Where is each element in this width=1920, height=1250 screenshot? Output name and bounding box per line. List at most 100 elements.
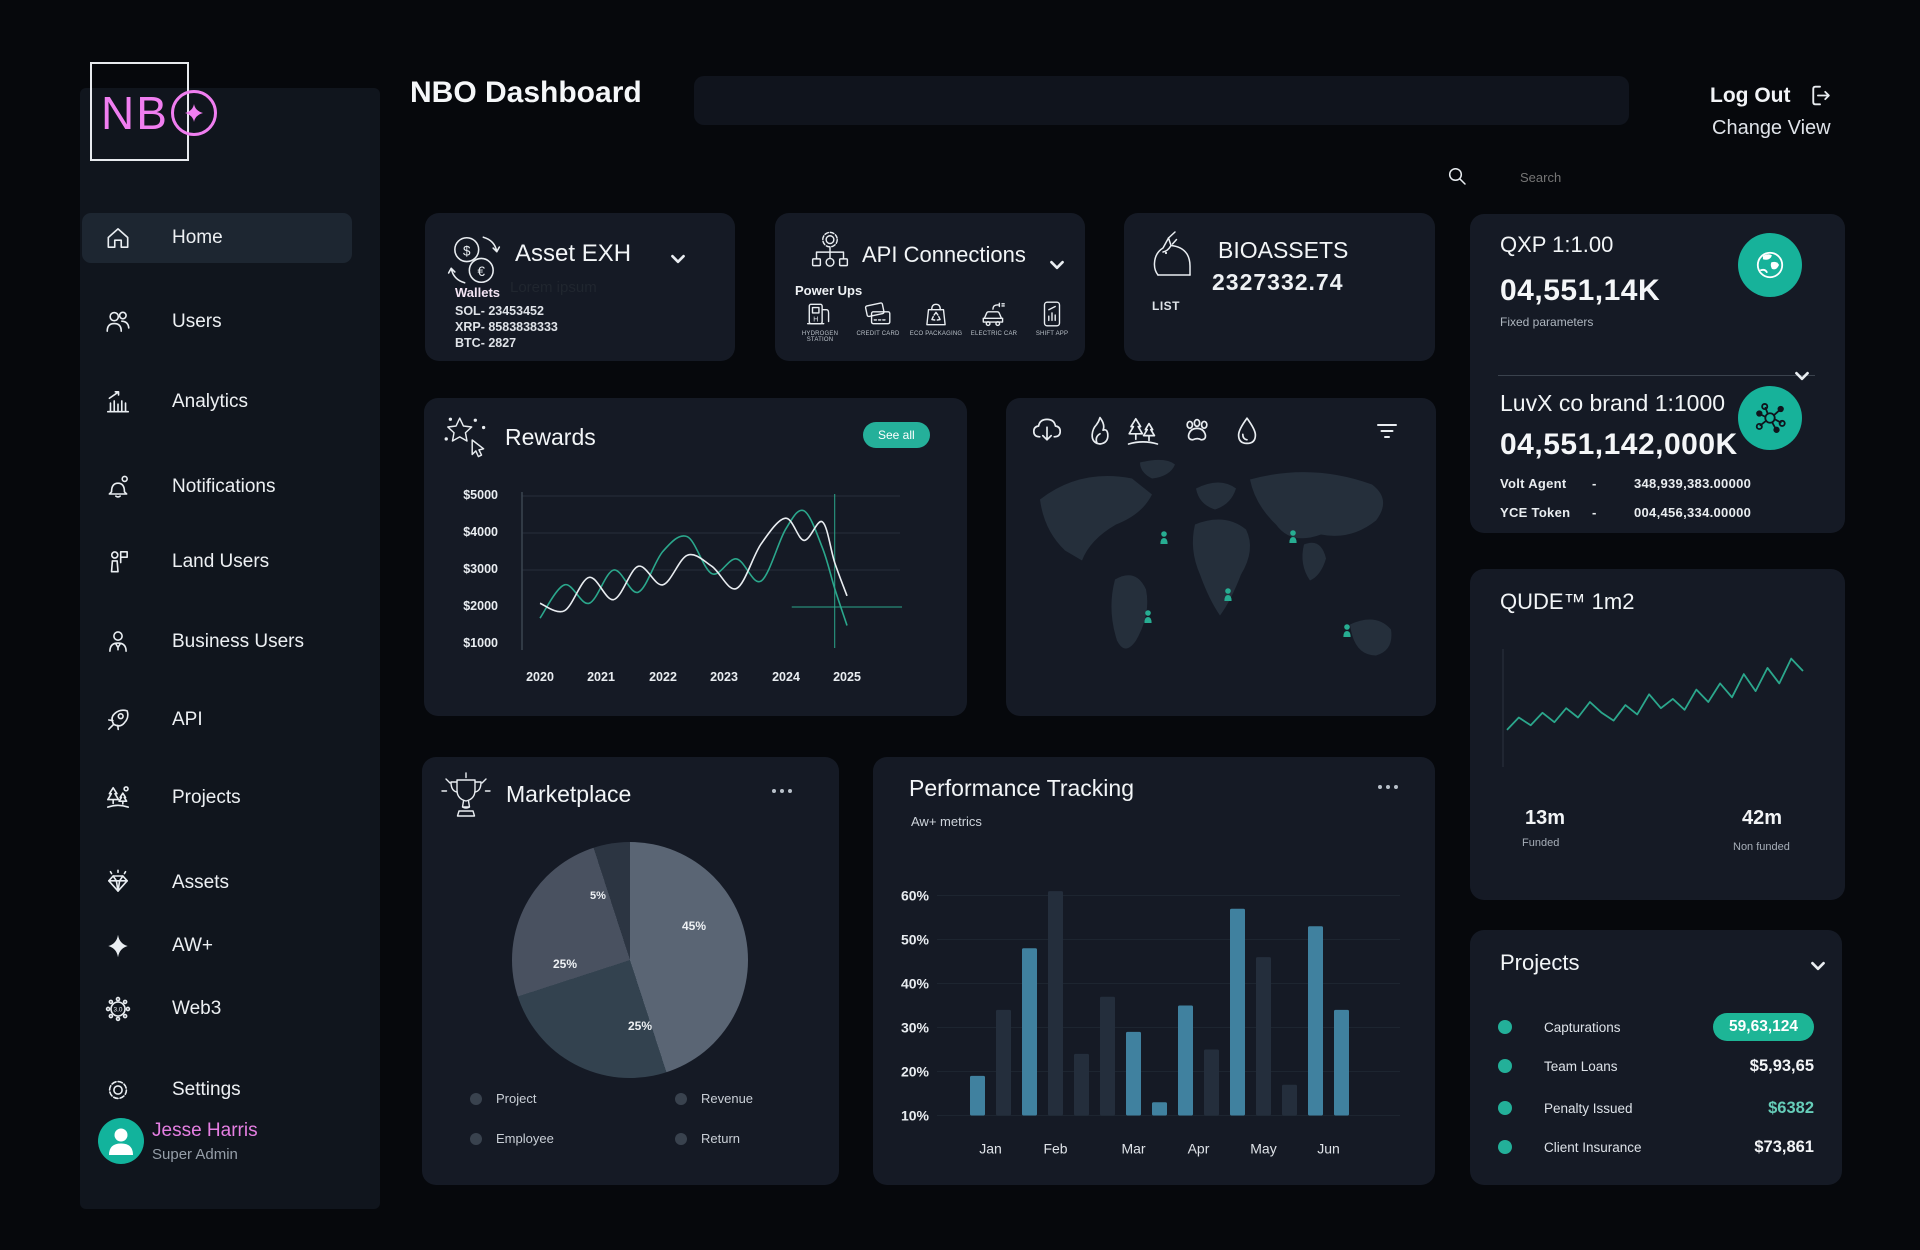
- sidebar-item-settings[interactable]: Settings: [82, 1065, 352, 1115]
- sidebar-item-business-users[interactable]: Business Users: [82, 617, 352, 667]
- paw-icon[interactable]: [1179, 414, 1215, 450]
- sidebar-item-label: Notifications: [172, 476, 276, 497]
- map-marker[interactable]: [1289, 530, 1297, 543]
- legend-label: Revenue: [701, 1091, 754, 1106]
- performance-subtitle: Aw+ metrics: [911, 814, 982, 829]
- pie-label: 5%: [590, 890, 606, 902]
- wallets-label: Wallets: [455, 285, 501, 300]
- legend-item: Revenue: [675, 1091, 753, 1106]
- see-all-button[interactable]: See all: [863, 422, 930, 448]
- sidebar-item-label: Users: [172, 311, 222, 332]
- cloud-download-icon[interactable]: [1029, 414, 1065, 450]
- business-user-icon: [109, 631, 127, 652]
- nonfunded-value: 42m: [1742, 807, 1783, 829]
- power-up-eco-packaging[interactable]: ECO PACKAGING: [908, 299, 964, 337]
- globe-icon: [1738, 233, 1802, 297]
- card-title: Rewards: [505, 424, 596, 450]
- forest-icon[interactable]: [1125, 414, 1161, 450]
- sidebar-item-aw-plus[interactable]: AW+: [82, 921, 352, 971]
- logout-button[interactable]: Log Out: [1710, 82, 1833, 109]
- y-tick: $1000: [463, 636, 498, 650]
- electric-car-icon: [982, 302, 1005, 327]
- asset-exh-card: $ € Asset EXH Lorem ipsum Wallets SOL- 2…: [425, 213, 735, 361]
- search-bar[interactable]: [694, 76, 1920, 203]
- map-marker[interactable]: [1160, 531, 1168, 544]
- logout-label: Log Out: [1710, 83, 1791, 107]
- map-marker[interactable]: [1144, 610, 1152, 623]
- map-marker[interactable]: [1343, 624, 1351, 637]
- search-icon: [1448, 167, 1466, 185]
- sidebar-item-analytics[interactable]: Analytics: [82, 377, 352, 427]
- sidebar-item-notifications[interactable]: Notifications: [82, 462, 352, 512]
- search-input[interactable]: [1518, 152, 1920, 203]
- menu-dots-button[interactable]: [772, 789, 792, 793]
- users-icon: [106, 311, 130, 332]
- qxp-subtitle: Fixed parameters: [1500, 315, 1594, 329]
- sidebar-item-web3[interactable]: 3.0 Web3: [82, 984, 352, 1034]
- chevron-down-icon[interactable]: [1792, 366, 1812, 386]
- card-title: Marketplace: [506, 781, 632, 807]
- diamond-icon: [108, 869, 128, 892]
- power-up-shift-app[interactable]: SHIFT APP: [1024, 299, 1080, 337]
- separator: -: [1592, 505, 1597, 520]
- row-bullet: [1498, 1020, 1512, 1034]
- rewards-card: Rewards See all $5000 $4000 $3000 $2000 …: [424, 398, 967, 716]
- power-up-hydrogen-station[interactable]: H HYDROGEN STATION: [792, 299, 848, 343]
- x-tick: 2025: [833, 670, 861, 684]
- x-tick: 2023: [710, 670, 738, 684]
- card-title: Performance Tracking: [909, 775, 1134, 801]
- flame-icon[interactable]: [1082, 414, 1118, 450]
- pie-label: 25%: [553, 957, 578, 971]
- legend-item: Employee: [470, 1131, 554, 1146]
- avatar[interactable]: [98, 1118, 144, 1164]
- logout-icon: [1812, 85, 1831, 106]
- svg-text:€: €: [478, 264, 486, 279]
- user-name[interactable]: Jesse Harris: [152, 1120, 258, 1141]
- analytics-icon: [106, 390, 130, 413]
- separator: -: [1592, 476, 1597, 491]
- chevron-down-icon[interactable]: [668, 249, 688, 269]
- svg-text:Jan: Jan: [979, 1141, 1002, 1157]
- row-label: Penalty Issued: [1544, 1100, 1633, 1116]
- qude-line-chart: [1502, 649, 1804, 767]
- marketplace-pie-chart: [512, 842, 748, 1078]
- power-up-label: HYDROGEN STATION: [801, 331, 839, 343]
- droplet-icon[interactable]: [1229, 414, 1265, 450]
- svg-text:40%: 40%: [901, 976, 930, 992]
- x-tick: 2024: [772, 670, 800, 684]
- svg-text:Jun: Jun: [1317, 1141, 1340, 1157]
- menu-dots-button[interactable]: [1378, 785, 1398, 789]
- row-value: $6382: [1768, 1098, 1814, 1117]
- y-tick: $2000: [463, 599, 498, 613]
- map-marker[interactable]: [1224, 588, 1232, 601]
- sidebar-item-label: Projects: [172, 787, 241, 808]
- legend-label: Employee: [496, 1131, 554, 1146]
- token-value: 004,456,334.00000: [1634, 505, 1752, 520]
- svg-text:Mar: Mar: [1121, 1141, 1145, 1157]
- sidebar-item-assets[interactable]: Assets: [82, 858, 352, 908]
- trophy-icon: [441, 772, 491, 817]
- sidebar-item-users[interactable]: Users: [82, 297, 352, 347]
- sidebar-item-home[interactable]: Home: [82, 213, 352, 263]
- legend-bullet: [470, 1092, 482, 1105]
- change-view-button[interactable]: Change View: [1712, 117, 1831, 139]
- sidebar-item-land-users[interactable]: Land Users: [82, 537, 352, 587]
- power-up-electric-car[interactable]: ELECTRIC CAR: [966, 299, 1022, 337]
- chevron-down-icon[interactable]: [1808, 956, 1828, 976]
- chevron-down-icon[interactable]: [1047, 255, 1067, 275]
- sidebar-item-projects[interactable]: Projects: [82, 773, 352, 823]
- row-label: Capturations: [1544, 1019, 1621, 1035]
- eco-packaging-icon: [926, 303, 946, 326]
- svg-text:May: May: [1250, 1141, 1276, 1157]
- shift-app-icon: [1043, 301, 1061, 327]
- sidebar-item-label: Settings: [172, 1079, 241, 1100]
- project-row: Capturations 59,63,124: [1498, 1012, 1814, 1042]
- luvx-value: 04,551,142,000K: [1500, 428, 1738, 461]
- sidebar-item-api[interactable]: API: [82, 695, 352, 745]
- power-up-credit-card[interactable]: CREDIT CARD: [850, 299, 906, 337]
- row-value: $73,861: [1754, 1137, 1814, 1156]
- token-row: YCE Token - 004,456,334.00000: [1500, 505, 1751, 520]
- legend-label: Return: [701, 1131, 741, 1146]
- filter-icon[interactable]: [1372, 416, 1402, 446]
- legend-item: Return: [675, 1131, 740, 1146]
